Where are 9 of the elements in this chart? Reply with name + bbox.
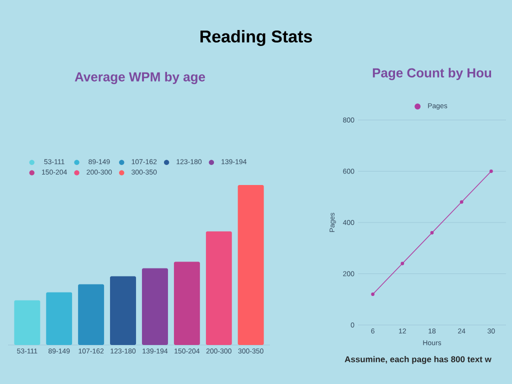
point	[430, 231, 434, 234]
point	[460, 200, 464, 204]
point	[490, 170, 493, 173]
point	[400, 262, 404, 266]
chart-title: Average WPM by age	[74, 72, 206, 84]
text: Assumine, each page has 800 text w	[344, 356, 492, 364]
point	[371, 292, 374, 296]
text: Reading Stats	[200, 30, 312, 46]
chart-title: Page Count by Hou	[372, 68, 492, 80]
